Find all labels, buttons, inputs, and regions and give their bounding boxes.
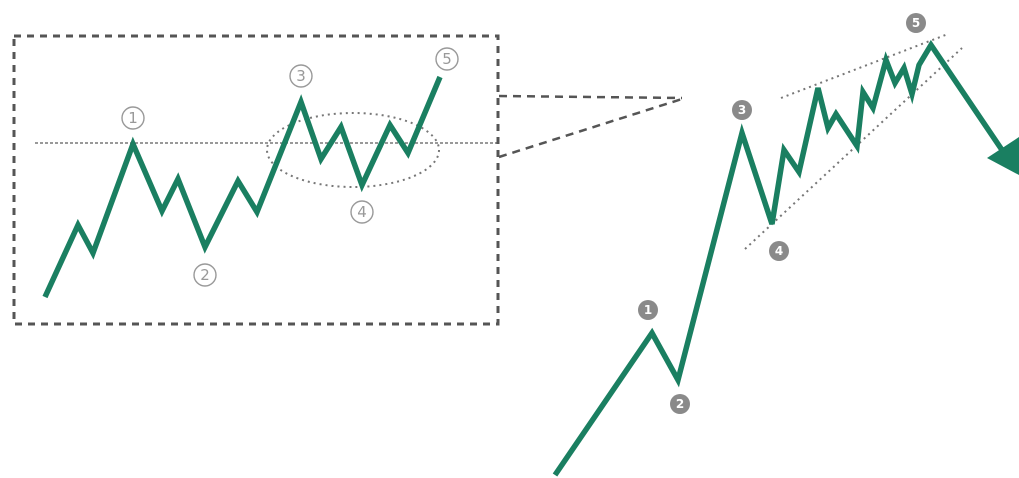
wedge-upper-line [780,33,949,99]
main-label-3: 3 [732,100,752,120]
svg-text:5: 5 [912,16,920,30]
svg-text:4: 4 [775,244,783,258]
main-label-1: 1 [638,300,658,320]
wedge-lower-line [744,47,963,250]
svg-text:3: 3 [296,67,306,85]
main-panel: 1 2 3 4 5 [552,13,1019,477]
inset-panel: 1 2 3 4 5 [12,34,500,326]
zoom-connector-top [498,94,683,100]
main-label-5: 5 [906,13,926,33]
zoom-connector-bottom [498,97,683,159]
inset-wave-line [42,75,443,299]
svg-text:2: 2 [676,397,684,411]
svg-text:2: 2 [200,266,210,284]
svg-text:5: 5 [442,50,452,68]
svg-text:3: 3 [738,103,746,117]
inset-label-5: 5 [435,47,459,71]
inset-label-2: 2 [193,263,217,287]
inset-dashed-frame [12,34,500,326]
svg-text:4: 4 [357,203,367,221]
main-wave-line [552,39,1005,477]
svg-text:1: 1 [644,303,652,317]
svg-text:1: 1 [128,109,138,127]
inset-label-3: 3 [289,64,313,88]
inset-wave4-ellipse [266,112,440,188]
inset-label-1: 1 [121,106,145,130]
wave-direction-arrowhead [987,137,1019,175]
main-label-4: 4 [769,241,789,261]
inset-label-4: 4 [350,200,374,224]
main-label-2: 2 [670,394,690,414]
